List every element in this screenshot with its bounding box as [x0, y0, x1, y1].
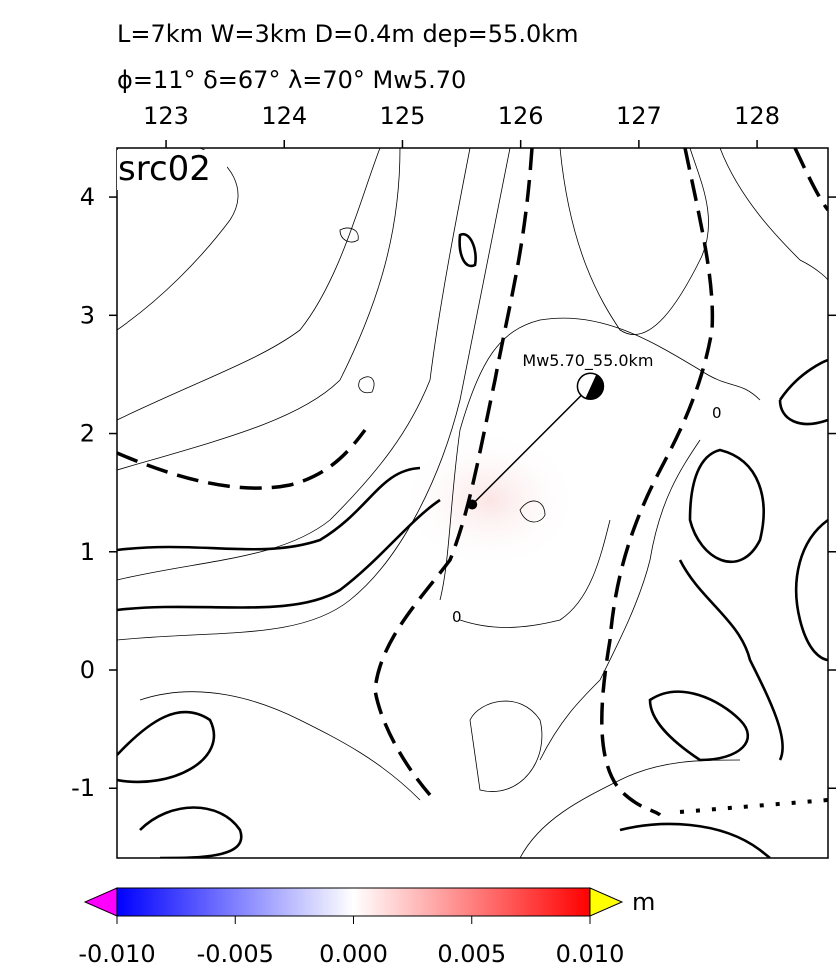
- colorbar-tick-label: -0.005: [197, 940, 274, 968]
- colorbar-tick-label: 0.010: [556, 940, 625, 968]
- contour-label: 0: [712, 404, 722, 422]
- focal-quadrant: [585, 374, 605, 400]
- x-tick-label: 128: [734, 102, 780, 130]
- colorbar-over: [589, 887, 624, 917]
- y-tick-label: 2: [80, 420, 95, 448]
- contour-map: [117, 148, 828, 858]
- x-tick-label: 123: [143, 102, 189, 130]
- colorbar-tick-label: -0.010: [78, 940, 155, 968]
- map-label: src02: [118, 149, 211, 189]
- x-tick-label: 127: [616, 102, 662, 130]
- title-line: ϕ=11° δ=67° λ=70° Mw5.70: [117, 66, 466, 94]
- x-tick-label: 126: [498, 102, 544, 130]
- title-line: L=7km W=3km D=0.4m dep=55.0km: [117, 20, 579, 48]
- contour-label: 0: [452, 608, 462, 626]
- label-box: [117, 150, 227, 190]
- y-tick-label: 1: [80, 538, 95, 566]
- colorbar: [116, 887, 591, 917]
- y-tick-label: 3: [80, 301, 95, 329]
- source-label: Mw5.70_55.0km: [522, 351, 653, 371]
- colorbar-unit: m: [632, 888, 655, 916]
- y-tick-label: -1: [71, 774, 95, 802]
- x-tick-label: 125: [380, 102, 426, 130]
- y-tick-label: 4: [80, 183, 95, 211]
- y-tick-label: 0: [80, 656, 95, 684]
- colorbar-tick-label: 0.000: [319, 940, 388, 968]
- colorbar-under: [83, 887, 118, 917]
- fault-line: [471, 385, 591, 506]
- map-frame: [116, 147, 829, 859]
- x-tick-label: 124: [261, 102, 307, 130]
- colorbar-tick-label: 0.005: [437, 940, 506, 968]
- fault-end: [467, 499, 478, 510]
